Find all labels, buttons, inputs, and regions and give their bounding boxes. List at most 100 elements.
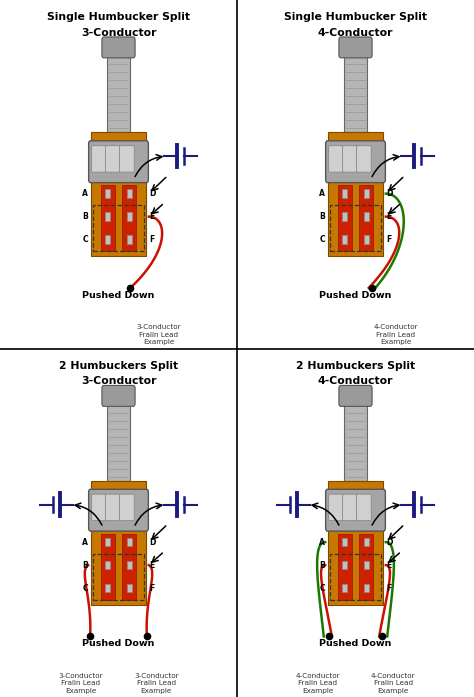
Bar [93,205,144,251]
Bar [344,52,367,132]
Text: B: B [82,560,88,569]
Text: D: D [149,189,155,198]
Bar [122,185,136,251]
FancyBboxPatch shape [91,494,106,521]
Bar [359,185,373,251]
Bar [127,538,132,546]
FancyBboxPatch shape [102,37,135,58]
FancyBboxPatch shape [102,385,135,406]
Bar [342,584,347,592]
FancyBboxPatch shape [343,494,357,521]
Text: A: A [319,537,325,546]
Bar [328,132,383,144]
Text: 4-Conductor
Fralin Lead
Example: 4-Conductor Fralin Lead Example [374,324,418,345]
Bar [127,190,132,198]
Text: 4-Conductor
Fralin Lead
Example: 4-Conductor Fralin Lead Example [371,673,416,694]
Text: A: A [319,189,325,198]
FancyBboxPatch shape [89,141,148,183]
Bar [105,213,110,221]
Text: Pushed Down: Pushed Down [82,291,155,300]
Bar [105,236,110,244]
Bar [364,236,369,244]
FancyBboxPatch shape [343,146,357,172]
FancyBboxPatch shape [339,37,372,58]
Bar [338,534,352,599]
Text: Pushed Down: Pushed Down [319,291,392,300]
Bar [342,538,347,546]
FancyBboxPatch shape [89,489,148,531]
Bar [93,553,144,599]
Text: E: E [386,212,391,221]
Bar [105,538,110,546]
Text: D: D [386,189,392,198]
Text: 4-Conductor: 4-Conductor [318,376,393,386]
Bar [342,213,347,221]
Bar [91,132,146,144]
Text: F: F [386,235,391,244]
Bar [328,528,383,605]
Bar [127,236,132,244]
Bar [127,561,132,569]
Text: 3-Conductor
Fralin Lead
Example: 3-Conductor Fralin Lead Example [58,673,103,694]
Bar [105,561,110,569]
Bar [107,52,130,132]
FancyBboxPatch shape [328,146,343,172]
FancyBboxPatch shape [328,494,343,521]
Bar [344,401,367,481]
FancyBboxPatch shape [106,494,120,521]
Text: 4-Conductor: 4-Conductor [318,28,393,38]
FancyBboxPatch shape [326,489,385,531]
Bar [91,481,146,492]
Text: E: E [386,560,391,569]
Bar [101,534,115,599]
FancyBboxPatch shape [339,385,372,406]
Text: 3-Conductor
Fralin Lead
Example: 3-Conductor Fralin Lead Example [137,324,181,345]
Bar [342,561,347,569]
Text: F: F [149,235,154,244]
Text: D: D [149,537,155,546]
Bar [342,190,347,198]
FancyBboxPatch shape [119,494,134,521]
Bar [364,213,369,221]
Bar [105,190,110,198]
Text: 2 Humbuckers Split: 2 Humbuckers Split [59,361,178,371]
Text: 3-Conductor: 3-Conductor [81,28,156,38]
Text: C: C [319,583,325,592]
FancyBboxPatch shape [326,141,385,183]
Text: B: B [319,212,325,221]
Bar [359,534,373,599]
Bar [101,185,115,251]
Bar [330,553,381,599]
Text: F: F [386,583,391,592]
FancyBboxPatch shape [106,146,120,172]
Text: 3-Conductor
Fralin Lead
Example: 3-Conductor Fralin Lead Example [134,673,179,694]
Text: B: B [319,560,325,569]
Text: Single Humbucker Split: Single Humbucker Split [47,13,190,22]
Text: A: A [82,189,88,198]
Text: Single Humbucker Split: Single Humbucker Split [284,13,427,22]
FancyBboxPatch shape [356,494,371,521]
Bar [127,213,132,221]
Text: C: C [82,235,88,244]
Bar [328,481,383,492]
Text: B: B [82,212,88,221]
Bar [330,205,381,251]
Bar [107,401,130,481]
FancyBboxPatch shape [91,146,106,172]
FancyBboxPatch shape [119,146,134,172]
Bar [328,180,383,256]
Text: D: D [386,537,392,546]
Text: F: F [149,583,154,592]
Bar [127,584,132,592]
Bar [364,538,369,546]
Text: 2 Humbuckers Split: 2 Humbuckers Split [296,361,415,371]
FancyBboxPatch shape [356,146,371,172]
Bar [364,190,369,198]
Text: E: E [149,560,154,569]
Text: C: C [82,583,88,592]
Bar [91,180,146,256]
Bar [91,528,146,605]
Text: Pushed Down: Pushed Down [319,639,392,648]
Bar [122,534,136,599]
Bar [364,584,369,592]
